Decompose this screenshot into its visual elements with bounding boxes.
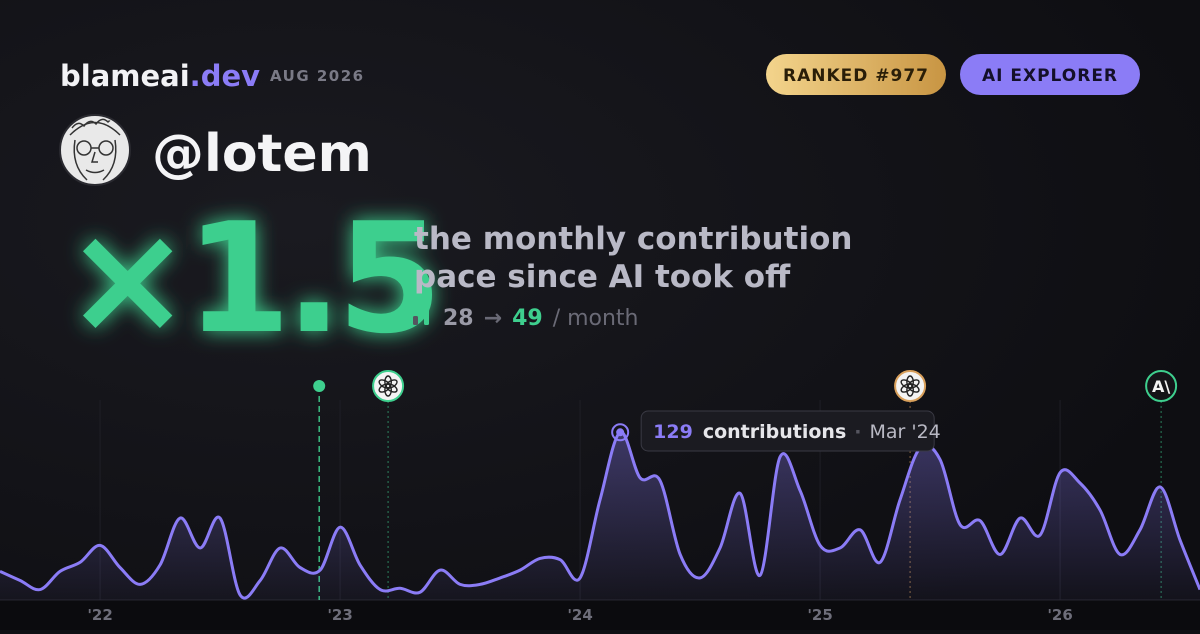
brand-date: AUG 2026 [270,67,365,85]
marker-label: A\ [1152,377,1170,396]
handle: @lotem [152,124,372,184]
brand-tld: .dev [190,59,260,93]
knot-petal [378,379,391,389]
chart: '22 '23 '24 '25 '26 A\ 129 contributions · Mar '2… [0,370,1200,624]
tier-badge-text: AI EXPLORER [982,66,1118,86]
pace-icon [424,308,429,325]
marker-icon [1145,370,1178,402]
x-tick-label: '24 [567,606,592,624]
highlight-ring [611,423,630,442]
subtitle-line: pace since AI took off [414,259,791,295]
tooltip-value: 129 [653,421,693,443]
pace-icon [413,316,418,325]
brand: blameai.dev [60,59,260,93]
rank-badge-text: RANKED #977 [783,66,929,86]
subtitle-line: the monthly contribution [414,221,852,257]
tooltip-box [640,410,935,452]
tooltip: 129 contributions · Mar '24 [640,410,941,452]
x-tick-label: '26 [1047,606,1072,624]
multiplier: ×1.5 [64,190,437,367]
x-tick-label: '23 [327,606,352,624]
x-tick-label: '22 [87,606,112,624]
brand-name: blameai [60,59,190,93]
area [0,432,1200,600]
avatar [59,114,131,186]
pace: 28 → 49 / month [443,306,639,331]
axis-band [0,600,1200,630]
rank-badge [766,54,946,95]
line [0,430,1200,600]
marker-icon [894,370,927,402]
x-tick-label: '25 [807,606,832,624]
highlight-dot [616,428,625,437]
pace-before: 28 [443,306,474,331]
tooltip-unit: contributions [703,421,846,443]
marker-icon [372,370,405,402]
tooltip-text: 129 contributions · Mar '24 [653,421,941,443]
pace-arrow: → [484,306,502,331]
pace-unit: / month [553,306,639,331]
tooltip-date: Mar '24 [869,421,940,443]
marker-dot [313,380,326,392]
tier-badge [960,54,1140,95]
knot-petal [900,379,913,389]
pace-after: 49 [512,306,543,331]
tooltip-sep: · [854,421,861,443]
